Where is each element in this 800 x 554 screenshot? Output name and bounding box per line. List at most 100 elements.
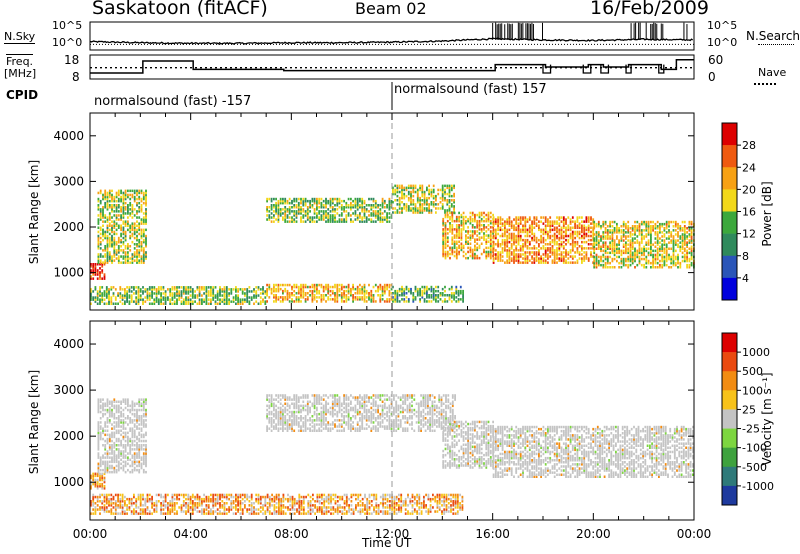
power-cell (631, 243, 634, 246)
power-cell (377, 206, 379, 209)
power-cell (492, 243, 495, 246)
power-cell (104, 253, 107, 256)
power-cell (302, 283, 305, 287)
power-cell (535, 251, 538, 254)
velocity-cell (129, 429, 132, 432)
power-cell (604, 243, 607, 246)
velocity-cell (120, 410, 122, 414)
power-cell (690, 233, 693, 236)
power-cell (306, 206, 309, 209)
velocity-cell (223, 504, 226, 507)
power-cell (677, 231, 679, 234)
power-cell (681, 259, 684, 263)
power-cell (618, 255, 620, 259)
velocity-cell (113, 412, 116, 416)
power-cell (688, 227, 691, 230)
power-cell (426, 207, 428, 210)
power-cell (622, 225, 625, 228)
velocity-cell (155, 502, 158, 505)
power-cell (497, 255, 499, 258)
power-cell (600, 225, 602, 228)
power-cell (416, 192, 419, 196)
power-cell (138, 222, 141, 225)
power-cell (587, 238, 590, 242)
power-cell (492, 236, 495, 240)
power-cell (162, 302, 165, 305)
velocity-cell (99, 427, 102, 430)
velocity-cell (106, 462, 109, 466)
power-cell (275, 287, 277, 291)
power-cell (363, 296, 366, 299)
velocity-cell (219, 493, 221, 497)
velocity-cell (142, 398, 145, 401)
power-cell (576, 216, 579, 219)
power-cell (115, 251, 118, 254)
velocity-cell (92, 495, 95, 499)
power-cell (426, 203, 428, 206)
power-cell (145, 251, 147, 254)
velocity-cell (148, 512, 151, 515)
power-cell (112, 302, 115, 305)
velocity-cell (117, 406, 120, 410)
velocity-cell (169, 512, 172, 515)
power-cell (130, 290, 133, 293)
power-cell (403, 196, 406, 200)
velocity-cell (201, 510, 203, 513)
power-cell (659, 241, 661, 244)
power-cell (124, 195, 127, 199)
power-cell (654, 241, 657, 244)
power-cell (329, 214, 332, 217)
power-cell (106, 255, 109, 258)
power-cell (288, 212, 291, 215)
velocity-cell (133, 431, 136, 435)
velocity-cell (136, 421, 138, 424)
power-cell (542, 253, 545, 256)
power-cell (124, 296, 126, 299)
power-cell (526, 218, 529, 221)
power-cell (127, 193, 129, 197)
velocity-cell (142, 400, 145, 403)
power-cell (604, 249, 607, 253)
power-cell (476, 222, 479, 225)
power-cell (223, 302, 226, 305)
power-cell (145, 222, 147, 225)
power-cell (383, 285, 386, 289)
power-cell (142, 253, 145, 256)
velocity-cell (138, 400, 141, 403)
power-cell (453, 244, 456, 248)
power-cell (441, 188, 444, 192)
power-cell (686, 237, 688, 240)
velocity-cell (151, 502, 153, 505)
power-cell (140, 249, 143, 252)
velocity-cell (145, 415, 147, 418)
power-cell (668, 257, 670, 261)
power-cell (405, 296, 408, 299)
power-cell (135, 296, 138, 299)
power-cell (142, 238, 145, 242)
velocity-cell (235, 497, 237, 501)
power-cell (388, 285, 391, 289)
power-cell (291, 298, 293, 301)
power-cell (583, 224, 586, 227)
velocity-cell (115, 456, 118, 459)
power-cell (533, 236, 536, 240)
power-cell (499, 259, 502, 262)
power-cell (679, 241, 682, 244)
power-cell (421, 207, 424, 210)
power-cell (253, 294, 255, 297)
velocity-cell (120, 402, 122, 405)
power-cell (403, 192, 406, 196)
power-cell (133, 236, 136, 240)
velocity-cell (94, 478, 97, 482)
power-cell (522, 230, 524, 234)
velocity-cell (102, 427, 104, 430)
velocity-cell (203, 500, 205, 503)
power-cell (219, 290, 221, 293)
power-cell (171, 286, 174, 289)
power-cell (595, 241, 598, 244)
velocity-cell (169, 502, 172, 505)
velocity-cell (144, 497, 147, 501)
velocity-cell (140, 408, 143, 412)
power-cell (300, 208, 302, 211)
velocity-cell (145, 448, 147, 451)
